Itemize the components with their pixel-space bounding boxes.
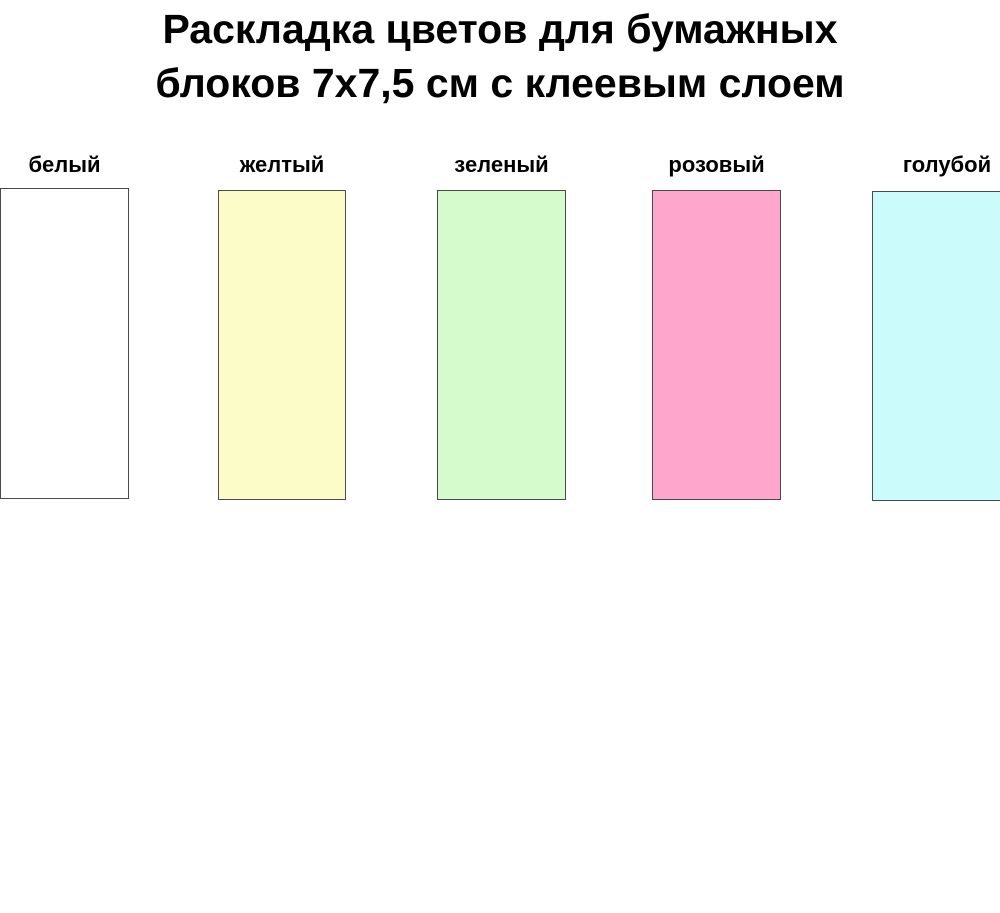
- page-title: Раскладка цветов для бумажных блоков 7х7…: [0, 2, 1000, 110]
- swatch-label-green: зеленый: [454, 152, 549, 177]
- color-swatch-green: [437, 190, 566, 500]
- swatch-label-white: белый: [28, 152, 101, 177]
- color-swatch-white: [0, 188, 129, 499]
- color-swatch-yellow: [218, 190, 346, 500]
- page-title-line-2: блоков 7х7,5 см с клеевым слоем: [155, 60, 845, 106]
- swatch-label-yellow: желтый: [239, 152, 325, 177]
- color-swatch-pink: [652, 190, 781, 500]
- swatch-label-blue: голубой: [902, 152, 992, 177]
- swatch-label-pink: розовый: [668, 152, 765, 177]
- page-title-line-1: Раскладка цветов для бумажных: [162, 6, 838, 52]
- color-swatch-blue: [872, 191, 1000, 501]
